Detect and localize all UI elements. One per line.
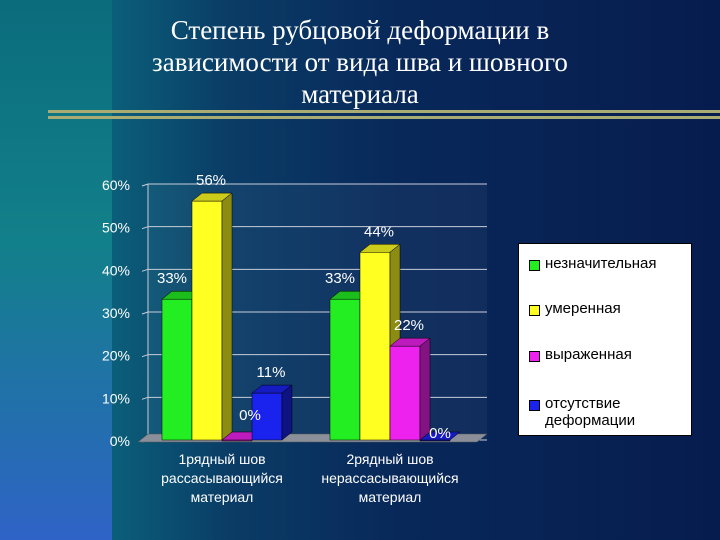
bar <box>191 200 223 441</box>
legend-label: отсутствие деформации <box>545 395 636 429</box>
slide-title: Степень рубцовой деформации в зависимост… <box>152 15 568 109</box>
legend-swatch <box>529 260 540 271</box>
x-category-label: материал <box>359 489 422 505</box>
x-category-label: материал <box>191 489 254 505</box>
x-category-label: нерассасывающийся <box>321 470 458 486</box>
bar <box>389 345 421 441</box>
y-tick-label: 20% <box>102 348 130 364</box>
y-tick-label: 50% <box>102 220 130 236</box>
bar <box>161 298 193 441</box>
x-category-label: 1рядный шов <box>178 451 265 467</box>
data-label: 56% <box>196 172 226 189</box>
legend-swatch <box>529 351 540 362</box>
y-tick-mark <box>141 311 149 315</box>
y-tick-mark <box>141 354 149 358</box>
y-tick-mark <box>141 396 149 400</box>
data-label: 33% <box>325 270 355 287</box>
y-tick-mark <box>141 268 149 272</box>
bar <box>329 298 361 441</box>
data-label: 33% <box>157 270 187 287</box>
chart-legend: незначительная умеренная выраженная отсу… <box>518 243 692 436</box>
y-tick-label: 0% <box>110 433 130 449</box>
data-label: 44% <box>364 223 394 240</box>
data-label: 11% <box>257 364 286 381</box>
bar-side <box>221 192 233 441</box>
y-tick-label: 60% <box>102 177 130 193</box>
data-label: 0% <box>239 407 261 424</box>
left-decor-strip <box>0 0 112 540</box>
y-tick-mark <box>141 183 149 187</box>
legend-swatch <box>529 400 540 411</box>
bar-top <box>419 431 461 441</box>
y-tick-mark <box>141 226 149 230</box>
y-tick-label: 10% <box>102 390 130 406</box>
legend-swatch <box>529 305 540 316</box>
x-category-label: 2рядный шов <box>346 451 433 467</box>
legend-label: выраженная <box>545 346 632 363</box>
y-tick-label: 30% <box>102 305 130 321</box>
data-label: 22% <box>394 317 424 334</box>
x-category-label: рассасывающийся <box>161 470 283 486</box>
legend-label: умеренная <box>545 300 621 317</box>
y-tick-label: 40% <box>102 262 130 278</box>
legend-label: незначительная <box>545 255 657 272</box>
data-label: 0% <box>429 425 451 442</box>
bar <box>359 252 391 441</box>
title-divider <box>48 110 720 120</box>
bar-side <box>281 384 293 441</box>
